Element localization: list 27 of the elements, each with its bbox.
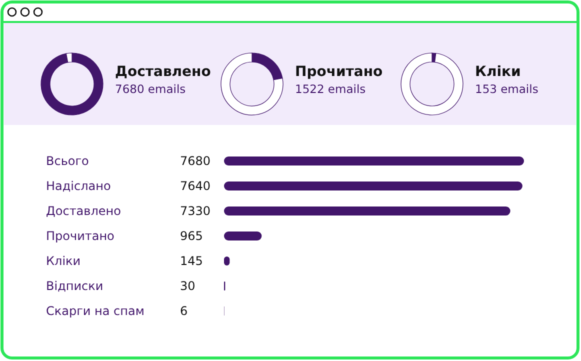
text: Прочитано	[295, 64, 384, 80]
text: Кліки	[475, 64, 521, 80]
bar	[224, 232, 262, 240]
text: 1522 emails	[295, 82, 366, 96]
data-label: 965	[180, 229, 203, 243]
donut-slice	[40, 52, 104, 116]
y-tick-label: Надіслано	[46, 179, 111, 193]
data-label: 7640	[180, 179, 211, 193]
data-label: 30	[180, 279, 196, 293]
bar	[224, 156, 524, 166]
data-label: 7680	[180, 154, 211, 168]
donut-slice	[220, 52, 284, 116]
y-tick-label: Всього	[46, 154, 89, 168]
y-tick-label: Прочитано	[46, 229, 114, 243]
data-label: 6	[180, 304, 188, 318]
bar	[224, 206, 510, 216]
data-label: 145	[180, 254, 203, 268]
text: 7680 emails	[115, 82, 186, 96]
y-tick-label: Кліки	[46, 254, 81, 268]
y-tick-label: Скарги на спам	[46, 304, 144, 318]
data-label: 7330	[180, 204, 211, 218]
donut-slice	[400, 52, 464, 116]
y-tick-label: Доставлено	[46, 204, 121, 218]
text: 153 emails	[475, 82, 538, 96]
y-tick-label: Відписки	[46, 279, 104, 293]
text: Доставлено	[115, 64, 212, 80]
bar	[224, 182, 522, 190]
